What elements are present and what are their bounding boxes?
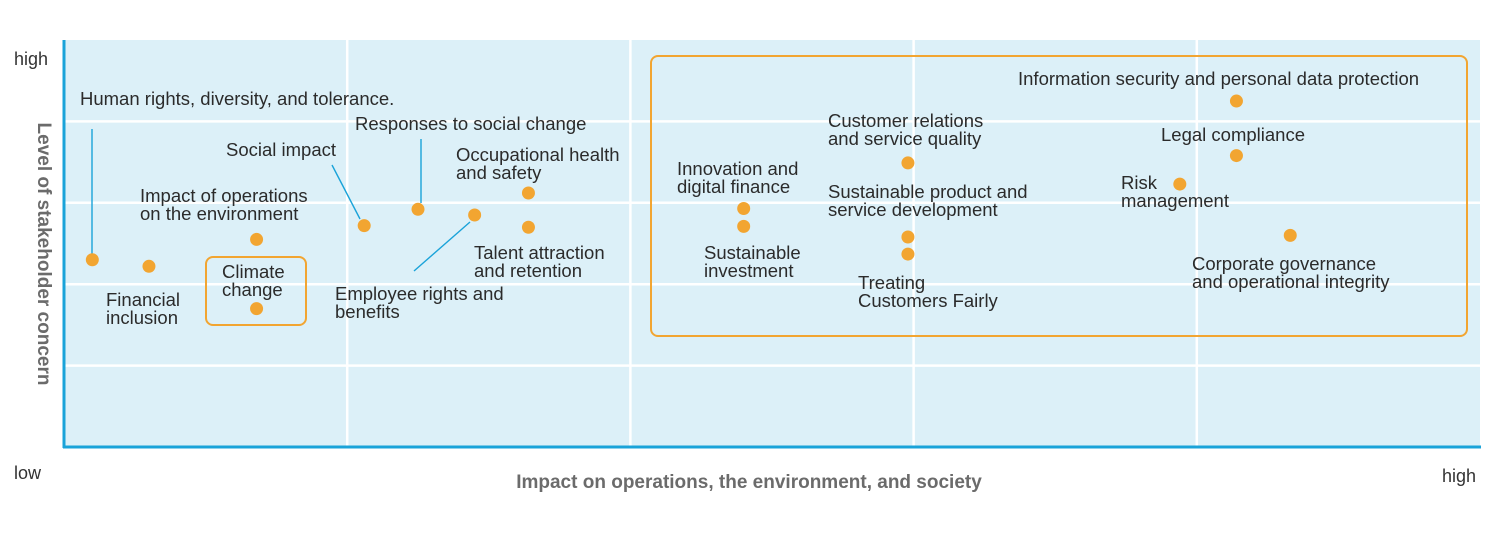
grid-lines: [64, 40, 1480, 447]
point-label: Customer relations and service quality: [828, 110, 983, 149]
x-tick-high: high: [1442, 466, 1476, 486]
point-label: Innovation and digital finance: [677, 158, 798, 197]
highlight-box: [650, 55, 1468, 337]
point-label-line: digital finance: [677, 176, 790, 197]
point-label-line: Social impact: [226, 139, 336, 160]
point-label-line: on the environment: [140, 203, 298, 224]
point-label-line: Legal compliance: [1161, 124, 1305, 145]
data-point: [737, 201, 751, 215]
data-point: [901, 156, 915, 170]
point-label: Impact of operations on the environment: [140, 185, 308, 224]
data-point: [1229, 149, 1243, 163]
point-label-line: and operational integrity: [1192, 271, 1390, 292]
data-point: [901, 247, 915, 261]
data-point: [1283, 228, 1297, 242]
point-label-line: investment: [704, 260, 793, 281]
point-label-line: Climate: [222, 261, 285, 282]
y-axis-title: Level of stakeholder concern: [33, 123, 54, 386]
point-label-line: Responses to social change: [355, 113, 586, 134]
data-point: [411, 202, 425, 216]
point-label-line: and service quality: [828, 128, 982, 149]
point-label: Sustainable investment: [704, 242, 801, 281]
point-label-line: Sustainable: [704, 242, 801, 263]
point-label-line: Occupational health: [456, 144, 620, 165]
point-label-line: and safety: [456, 162, 542, 183]
point-label: Human rights, diversity, and tolerance.: [80, 88, 394, 109]
point-label: Occupational health and safety: [456, 144, 620, 183]
leader-line: [413, 221, 471, 272]
point-label-line: service development: [828, 199, 998, 220]
point-labels: Human rights, diversity, and tolerance. F…: [80, 68, 1419, 328]
y-tick-high: high: [14, 49, 48, 69]
data-point: [1173, 177, 1187, 191]
point-label: Legal compliance: [1161, 124, 1305, 145]
point-label-line: Customer relations: [828, 110, 983, 131]
point-label: Talent attraction and retention: [474, 242, 605, 281]
point-label-line: Customers Fairly: [858, 290, 999, 311]
point-label: Climate change: [222, 261, 285, 300]
point-label: Financial inclusion: [106, 289, 180, 328]
point-label-line: benefits: [335, 301, 400, 322]
leader-line: [331, 164, 361, 220]
point-label-line: change: [222, 279, 283, 300]
highlight-box: [205, 256, 307, 326]
data-point: [521, 186, 535, 200]
point-label-line: Financial: [106, 289, 180, 310]
point-label: Corporate governance and operational inte…: [1192, 253, 1390, 292]
x-axis-title: Impact on operations, the environment, a…: [516, 472, 982, 493]
plot-background: [64, 40, 1480, 447]
highlight-boxes: [205, 55, 1468, 337]
data-points: [85, 94, 1297, 316]
point-label: Employee rights and benefits: [335, 283, 504, 322]
x-tick-low: low: [14, 463, 42, 483]
data-point: [901, 230, 915, 244]
point-label: Social impact: [226, 139, 336, 160]
point-label-line: Treating: [858, 272, 925, 293]
point-label-line: Risk: [1121, 172, 1158, 193]
data-point: [1229, 94, 1243, 108]
point-label-line: and retention: [474, 260, 582, 281]
point-label-line: Impact of operations: [140, 185, 308, 206]
point-label-line: Talent attraction: [474, 242, 605, 263]
data-point: [142, 259, 156, 273]
point-label: Responses to social change: [355, 113, 586, 134]
point-label-line: inclusion: [106, 307, 178, 328]
data-point: [357, 219, 371, 233]
point-label: Risk management: [1121, 172, 1229, 211]
point-label-line: Innovation and: [677, 158, 798, 179]
data-point: [250, 302, 264, 316]
data-point: [468, 208, 482, 222]
leader-lines: [91, 129, 471, 272]
point-label: Treating Customers Fairly: [858, 272, 999, 311]
point-label-line: Human rights, diversity, and tolerance.: [80, 88, 394, 109]
point-label-line: Corporate governance: [1192, 253, 1376, 274]
point-label-line: management: [1121, 190, 1229, 211]
point-label-line: Information security and personal data p…: [1018, 68, 1419, 89]
data-point: [85, 253, 99, 267]
point-label-line: Sustainable product and: [828, 181, 1028, 202]
point-label: Sustainable product and service developme…: [828, 181, 1028, 220]
point-label: Information security and personal data p…: [1018, 68, 1419, 89]
point-label-line: Employee rights and: [335, 283, 504, 304]
data-point: [521, 220, 535, 234]
data-point: [737, 219, 751, 233]
data-point: [250, 232, 264, 246]
